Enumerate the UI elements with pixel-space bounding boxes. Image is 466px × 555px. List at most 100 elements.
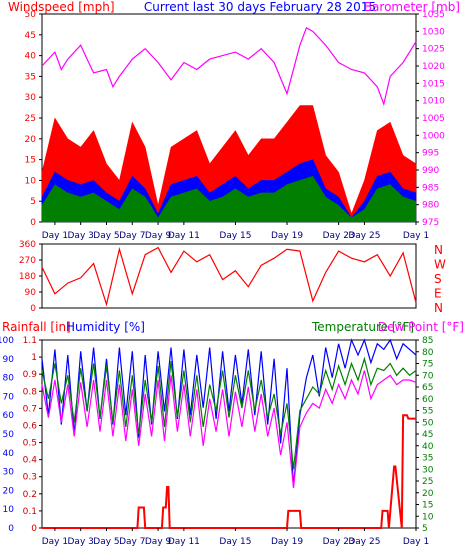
wind-baro-plot: 0510152025303540455097598098599099510001… [25, 10, 446, 241]
x-tick-label: Day 19 [271, 231, 303, 241]
wind-ytick-label: 5 [30, 197, 36, 207]
compass-label: S [434, 272, 442, 286]
temp-ytick-label: 15 [422, 501, 433, 511]
dir-ytick-label: 0 [30, 304, 36, 314]
humidity-ytick-label: 40 [3, 449, 15, 459]
temp-ytick-label: 55 [422, 407, 433, 417]
x-tick-label: Day 15 [219, 537, 251, 547]
x-tick-label: Day 19 [271, 537, 303, 547]
x-tick-label: Day 5 [93, 537, 119, 547]
baro-ytick-label: 985 [422, 183, 439, 193]
baro-ytick-label: 1030 [422, 27, 445, 37]
temp-ytick-label: 70 [422, 371, 434, 381]
dir-ytick-label: 360 [19, 240, 36, 250]
x-tick-label: Day 25 [348, 537, 380, 547]
rain-ytick-label: 0.7 [23, 404, 37, 414]
x-tick-label: Day 9 [145, 537, 172, 547]
x-tick-label: Day 5 [93, 231, 119, 241]
humidity-title: Humidity [%] [66, 320, 145, 334]
temp-ytick-label: 60 [422, 395, 434, 405]
baro-ytick-label: 1020 [422, 62, 445, 72]
rainfall-title: Rainfall [in] [2, 320, 71, 334]
dir-ytick-label: 180 [19, 272, 36, 282]
x-tick-label: Day 1 [403, 537, 429, 547]
rain-ytick-label: 0.3 [23, 473, 37, 483]
x-tick-label: Day 1 [42, 537, 68, 547]
baro-ytick-label: 1025 [422, 45, 445, 55]
temp-ytick-label: 5 [422, 524, 428, 534]
baro-ytick-label: 1035 [422, 10, 445, 20]
windspeed-title: Windspeed [mph] [8, 0, 115, 14]
humidity-ytick-label: 90 [3, 355, 15, 365]
baro-ytick-label: 975 [422, 218, 439, 228]
baro-ytick-label: 1000 [422, 131, 445, 141]
temperature-title: Temperature [°F] [311, 320, 414, 334]
humidity-ytick-label: 30 [3, 468, 15, 478]
barometer-line [41, 27, 417, 107]
rain-ytick-label: 1.1 [23, 336, 37, 346]
baro-ytick-label: 980 [422, 201, 439, 211]
wind-ytick-label: 30 [25, 93, 37, 103]
humidity-ytick-label: 80 [3, 374, 15, 384]
bottom-series-temp-1 [41, 356, 417, 470]
rain-ytick-label: 0.6 [23, 421, 38, 431]
rain-ytick-label: 0.2 [23, 490, 37, 500]
temp-ytick-label: 30 [422, 465, 434, 475]
humidity-ytick-label: 70 [3, 392, 15, 402]
x-tick-label: Day 9 [145, 231, 172, 241]
humidity-ytick-label: 0 [8, 524, 14, 534]
x-tick-label: Day 1 [42, 231, 68, 241]
x-tick-label: Day 1 [403, 231, 429, 241]
humidity-ytick-label: 50 [3, 430, 15, 440]
wind-ytick-label: 20 [25, 135, 37, 145]
wind-ytick-label: 25 [25, 114, 36, 124]
x-tick-label: Day 7 [119, 231, 145, 241]
rain-ytick-label: 0.5 [23, 439, 37, 449]
compass-label: N [434, 243, 443, 257]
barometer-title: Barometer [mb] [364, 0, 460, 14]
dir-ytick-label: 90 [25, 288, 37, 298]
baro-ytick-label: 995 [422, 149, 439, 159]
compass-label: E [434, 287, 442, 301]
bottom-series-rain-3 [42, 414, 416, 529]
temp-ytick-label: 65 [422, 383, 433, 393]
rain-ytick-label: 0.9 [23, 370, 38, 380]
humidity-ytick-label: 60 [3, 411, 15, 421]
baro-ytick-label: 1015 [422, 79, 445, 89]
x-tick-label: Day 25 [348, 231, 380, 241]
wind-direction-line [41, 246, 417, 307]
wind-ytick-label: 50 [25, 10, 37, 20]
chart-title: Current last 30 days February 28 2015 [144, 0, 376, 14]
compass-label: N [434, 301, 443, 315]
temp-ytick-label: 40 [422, 442, 434, 452]
humidity-temp-plot: 0 10 20 30 40 50 60 70 80 90 100 0 0.1 0.2 0.3 0.4 0.5 0.… [0, 336, 434, 547]
x-tick-label: Day 3 [68, 537, 94, 547]
temp-ytick-label: 80 [422, 348, 434, 358]
rain-ytick-label: 0 [31, 524, 37, 534]
temp-ytick-label: 25 [422, 477, 433, 487]
bottom-series-temp-2 [41, 370, 417, 489]
rain-ytick-label: 1 [31, 353, 37, 363]
rain-ytick-label: 0.1 [23, 507, 37, 517]
baro-ytick-label: 990 [422, 166, 439, 176]
baro-ytick-label: 1010 [422, 97, 445, 107]
humidity-ytick-label: 20 [3, 486, 15, 496]
x-tick-label: Day 23 [323, 231, 355, 241]
temp-ytick-label: 75 [422, 360, 433, 370]
baro-ytick-label: 1005 [422, 114, 445, 124]
wind-ytick-label: 35 [25, 72, 36, 82]
x-tick-label: Day 11 [168, 231, 200, 241]
rain-ytick-label: 0.8 [23, 387, 38, 397]
wind-ytick-label: 10 [25, 176, 37, 186]
humidity-ytick-label: 10 [3, 505, 15, 515]
temp-ytick-label: 10 [422, 512, 434, 522]
temp-ytick-label: 20 [422, 489, 434, 499]
wind-ytick-label: 40 [25, 52, 37, 62]
wind-ytick-label: 0 [30, 218, 36, 228]
temp-ytick-label: 50 [422, 418, 434, 428]
wind-ytick-label: 45 [25, 31, 36, 41]
compass-label: W [434, 258, 446, 272]
